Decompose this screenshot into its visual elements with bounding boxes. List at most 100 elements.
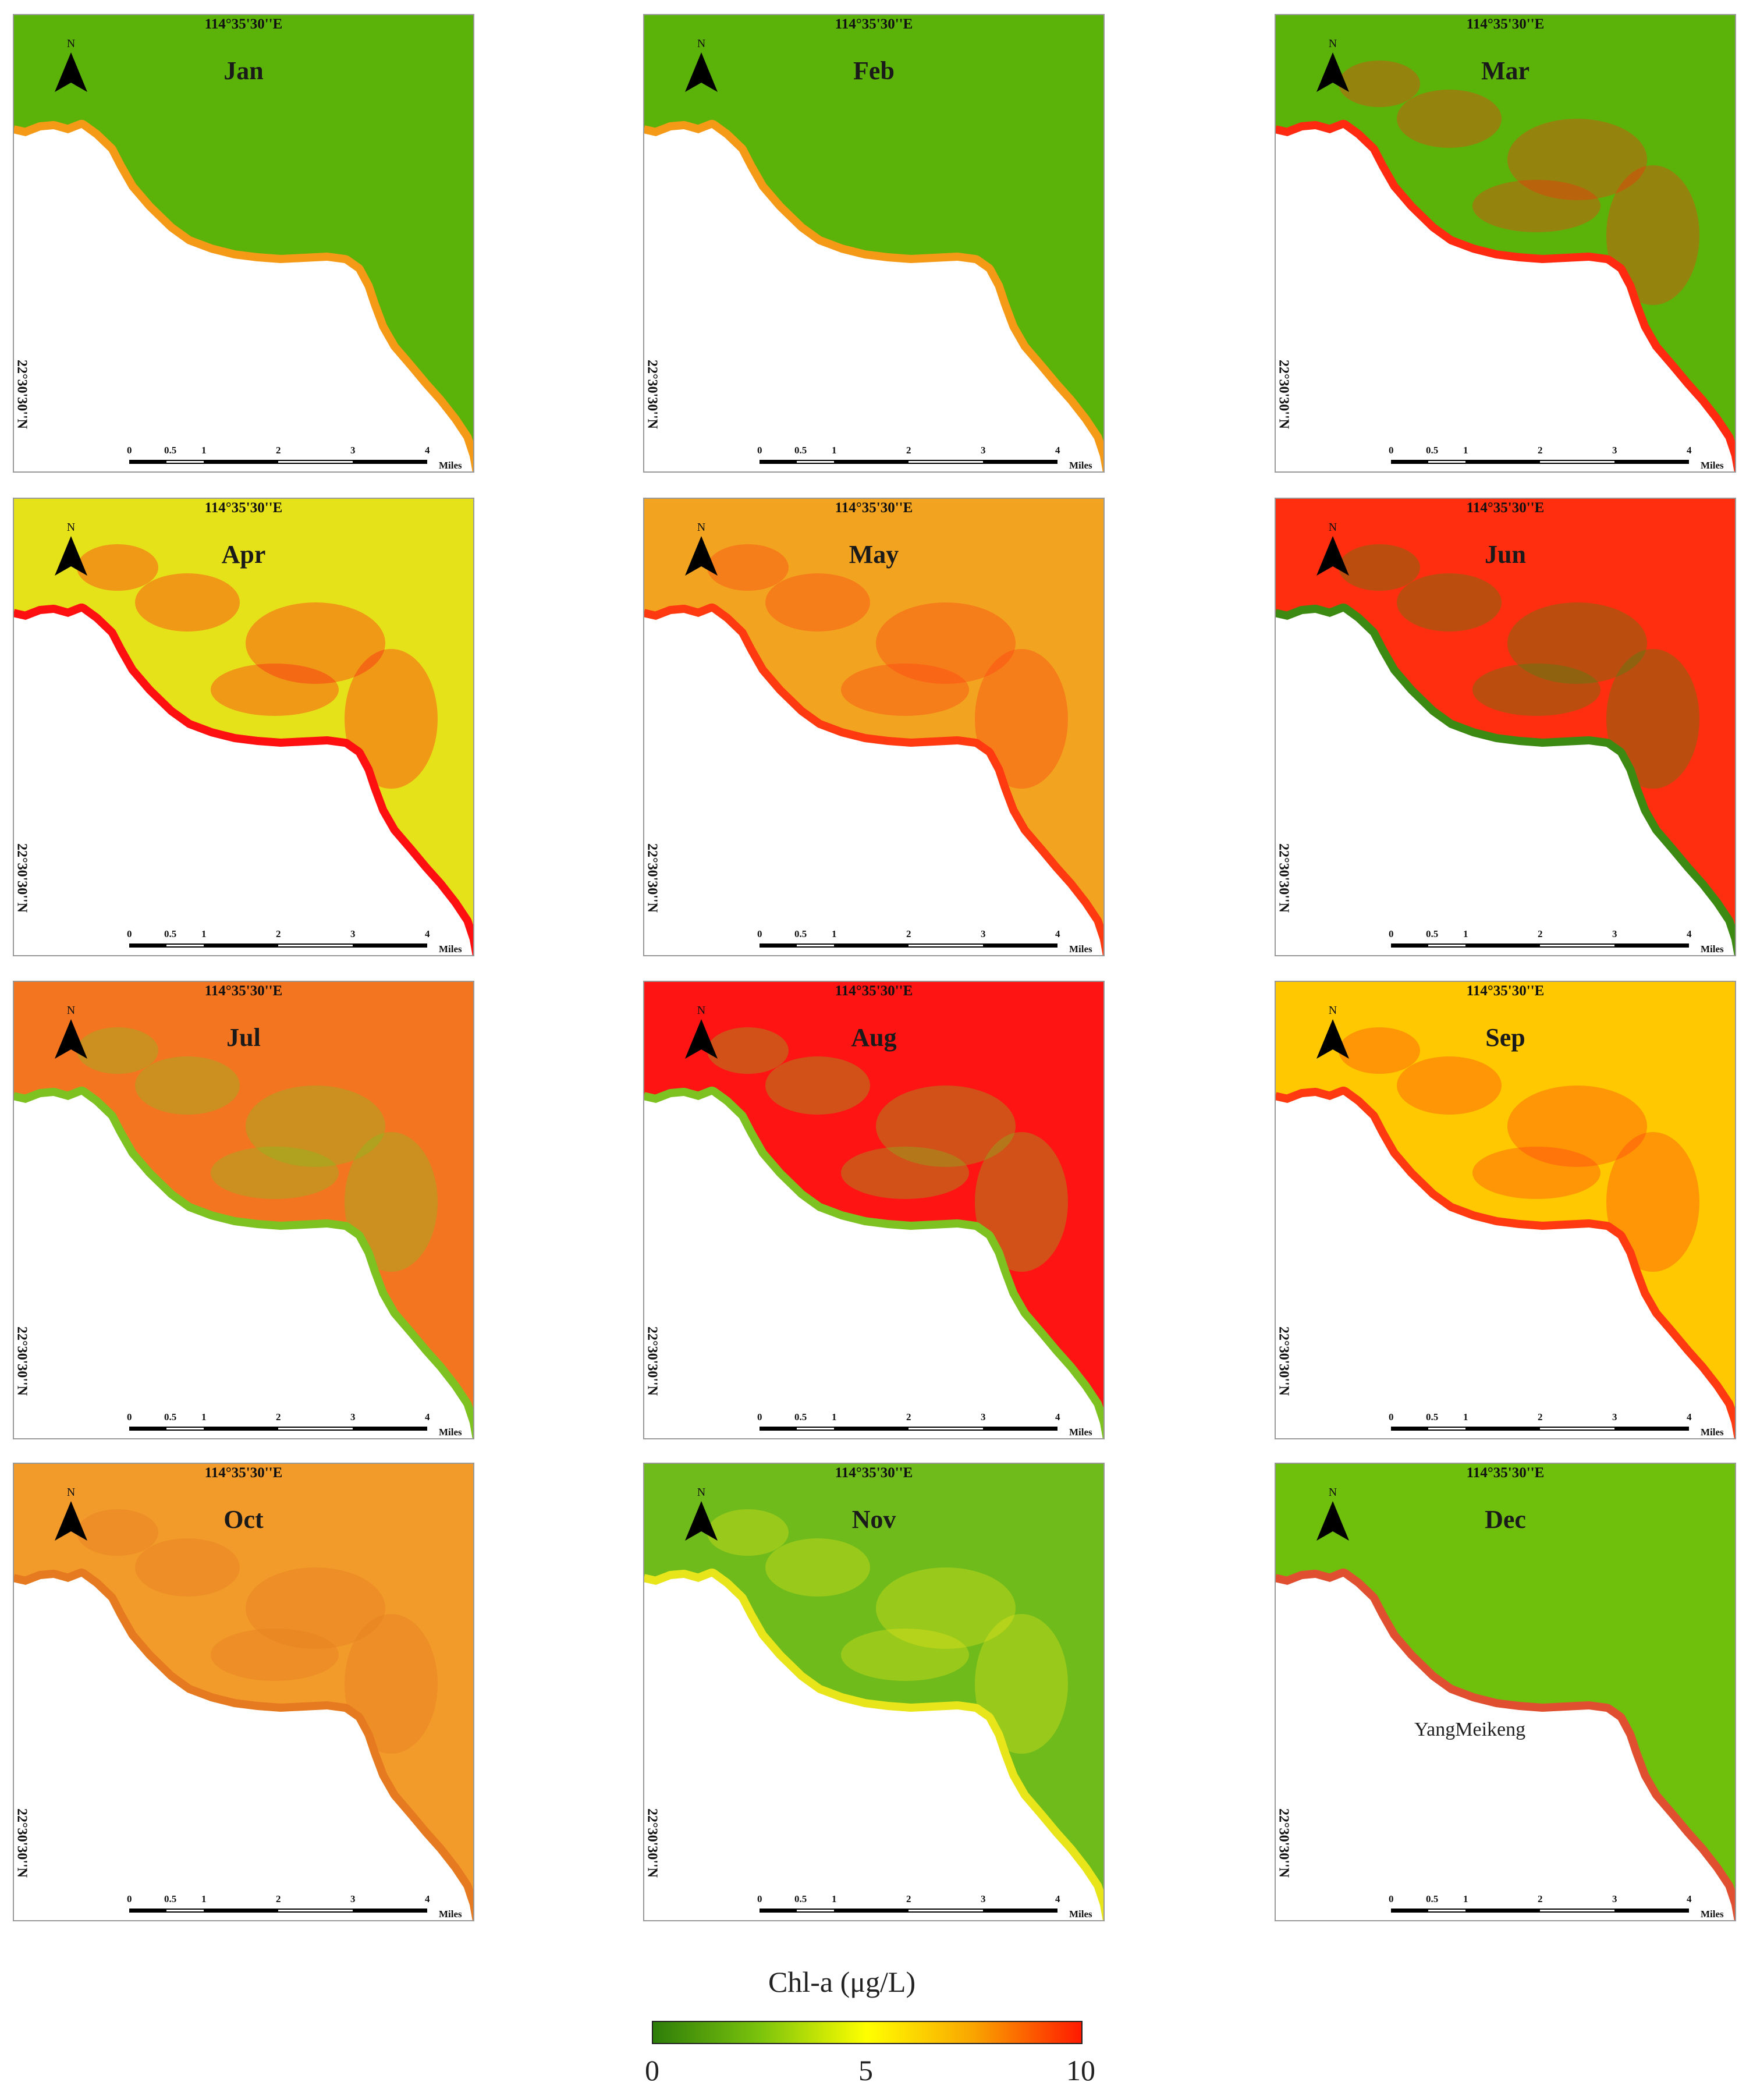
scale-tick-label: 1: [832, 445, 837, 456]
concentration-patch: [77, 544, 158, 591]
scale-tick-label: 3: [350, 1411, 356, 1423]
panel-frame: [1275, 498, 1736, 956]
land-area: [1275, 1577, 1734, 1921]
scale-segment: [1614, 943, 1689, 948]
legend-max-label: 10: [1066, 2054, 1095, 2087]
scale-tick-label: 4: [425, 1893, 430, 1904]
scale-tick-label: 1: [832, 928, 837, 939]
scale-bar: 0 0.5 1 2 3 4 Miles: [1389, 445, 1724, 471]
land-area: [643, 128, 1103, 473]
month-label: Nov: [851, 1505, 896, 1534]
longitude-label: 114°35'30''E: [1466, 16, 1545, 32]
scale-tick-label: 4: [425, 1411, 430, 1423]
scale-tick-label: 4: [1687, 1893, 1692, 1904]
scale-unit-label: Miles: [1069, 1909, 1092, 1920]
scale-tick-label: 2: [1538, 445, 1543, 456]
scale-segment: [797, 1909, 834, 1913]
scale-segment: [1540, 1427, 1614, 1431]
north-arrow: N: [54, 1004, 88, 1068]
scale-bar: 0 0.5 1 2 3 4 Miles: [757, 1893, 1092, 1920]
scale-tick-label: 1: [201, 928, 207, 939]
scale-segment: [760, 943, 797, 948]
latitude-label: 22°30'30''N: [644, 1808, 660, 1878]
panel-frame: [643, 981, 1105, 1439]
scale-tick-label: 1: [1463, 928, 1468, 939]
month-label: Jul: [226, 1023, 261, 1052]
scale-segment: [760, 1427, 797, 1431]
scale-tick-label: 2: [1538, 1411, 1543, 1423]
scale-tick-label: 0: [127, 1411, 132, 1423]
scale-bar: 0 0.5 1 2 3 4 Miles: [127, 928, 462, 955]
scale-segment: [797, 943, 834, 948]
north-letter: N: [1328, 1004, 1337, 1017]
concentration-patch: [135, 1538, 240, 1597]
scale-tick-label: 2: [276, 445, 281, 456]
latitude-label: 22°30'30''N: [1276, 1808, 1291, 1878]
scale-segment: [1465, 460, 1540, 464]
land-area: [1275, 1095, 1734, 1439]
scale-tick-label: 1: [1463, 1411, 1468, 1423]
map-panel-sep: 114°35'30''E Sep 22°30'30''N N 0 0.5 1 2 3 4 Miles: [1275, 981, 1736, 1439]
concentration-patch: [246, 602, 385, 684]
north-arrow-icon: [1316, 536, 1349, 576]
scale-segment: [1540, 460, 1614, 464]
land-area: [643, 612, 1103, 956]
concentration-patch: [707, 544, 789, 591]
concentration-patch: [246, 1567, 385, 1649]
panel-frame: [1275, 14, 1736, 473]
scale-bar: 0 0.5 1 2 3 4 Miles: [127, 1411, 462, 1438]
scale-segment: [1428, 1427, 1465, 1431]
scale-tick-label: 4: [425, 928, 430, 939]
chl-a-raster: [643, 981, 1105, 1439]
scale-tick-label: 3: [981, 1411, 986, 1423]
longitude-label: 114°35'30''E: [1466, 1465, 1545, 1481]
month-label: Feb: [853, 56, 895, 85]
scale-bar: 0 0.5 1 2 3 4 Miles: [1389, 1411, 1724, 1438]
latitude-label: 22°30'30''N: [14, 360, 30, 429]
scale-segment: [983, 1427, 1057, 1431]
north-letter: N: [66, 1486, 76, 1499]
north-letter: N: [66, 521, 76, 534]
concentration-patch: [135, 573, 240, 632]
land-area: [13, 1577, 473, 1921]
scale-tick-label: 0.5: [1426, 1893, 1439, 1904]
legend-title: Chl-a (μg/L): [768, 1966, 916, 1998]
scale-tick-label: 0.5: [794, 1411, 807, 1423]
scale-segment: [909, 943, 983, 948]
north-arrow: N: [1315, 521, 1350, 585]
scale-tick-label: 4: [1055, 445, 1060, 456]
north-arrow: N: [1315, 1004, 1350, 1068]
scale-tick-label: 3: [981, 928, 986, 939]
scale-segment: [129, 1909, 166, 1913]
north-arrow-icon: [55, 52, 87, 92]
scale-segment: [1465, 943, 1540, 948]
land-area: [643, 1577, 1103, 1921]
scale-unit-label: Miles: [1701, 1909, 1724, 1920]
scale-tick-label: 0: [757, 1893, 762, 1904]
panel-frame: [643, 14, 1105, 473]
chl-a-raster: [1275, 14, 1736, 473]
scale-tick-label: 0: [1389, 1893, 1394, 1904]
concentration-patch: [77, 1509, 158, 1556]
land-area: [13, 128, 473, 473]
north-arrow: N: [684, 1486, 719, 1550]
chl-a-raster: [13, 981, 474, 1439]
scale-segment: [983, 1909, 1057, 1913]
panel-frame: [13, 981, 474, 1439]
north-letter: N: [1328, 1486, 1337, 1499]
map-panel-dec: 114°35'30''E Dec 22°30'30''N N 0 0.5 1 2 3 4 Miles…: [1275, 1463, 1736, 1921]
concentration-patch: [841, 664, 969, 716]
scale-segment: [983, 460, 1057, 464]
longitude-label: 114°35'30''E: [835, 16, 913, 32]
scale-tick-label: 4: [1055, 1411, 1060, 1423]
scale-tick-label: 4: [1055, 928, 1060, 939]
map-panel-nov: 114°35'30''E Nov 22°30'30''N N 0 0.5 1 2 3 4 Miles: [643, 1463, 1105, 1921]
latitude-label: 22°30'30''N: [1276, 1326, 1291, 1396]
scale-segment: [129, 460, 166, 464]
scale-segment: [129, 943, 166, 948]
north-arrow-icon: [55, 536, 87, 576]
scale-tick-label: 0: [127, 1893, 132, 1904]
scale-unit-label: Miles: [1701, 943, 1724, 955]
concentration-patch: [135, 1056, 240, 1115]
chl-a-raster: [1275, 981, 1736, 1439]
